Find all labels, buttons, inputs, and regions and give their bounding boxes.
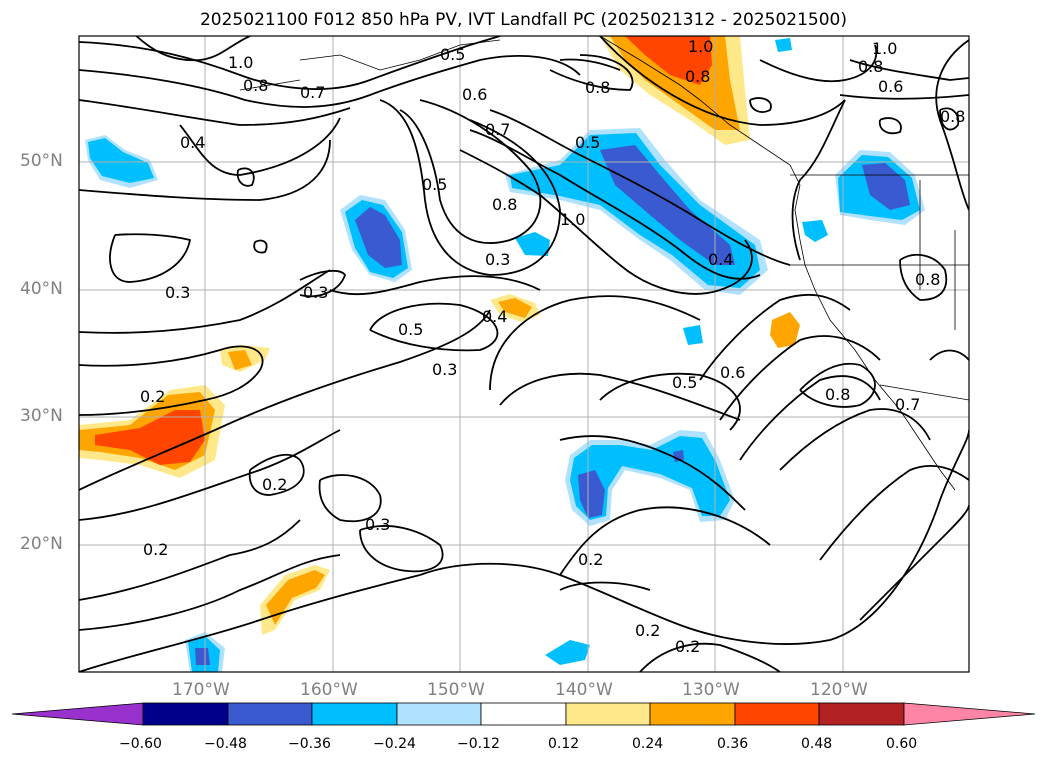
contour-label: 0.2 xyxy=(578,550,603,569)
contour-label: 0.8 xyxy=(940,107,965,126)
contour-label: 0.4 xyxy=(180,133,205,152)
colorbar-tick: 0.48 xyxy=(801,736,833,752)
colorbar-tick: −0.48 xyxy=(204,736,247,752)
contour-label: 1.0 xyxy=(228,53,253,72)
map-title: 2025021100 F012 850 hPa PV, IVT Landfall… xyxy=(199,10,847,30)
colorbar-segment xyxy=(565,702,651,726)
contour-label: 0.2 xyxy=(635,621,660,640)
contour-label: 0.6 xyxy=(462,85,487,104)
contour-label: 0.2 xyxy=(675,637,700,656)
contour-label: 0.8 xyxy=(825,385,850,404)
contour-label: 0.8 xyxy=(685,67,710,86)
contour-label: 0.5 xyxy=(398,320,423,339)
contour-label: 0.3 xyxy=(365,515,390,534)
contour-label: 1.0 xyxy=(560,210,585,229)
colorbar-segment xyxy=(227,702,313,726)
colorbar-segment xyxy=(649,702,736,726)
contour-label: 0.4 xyxy=(708,250,733,269)
contour-label: 0.5 xyxy=(440,45,465,64)
colorbar-segment xyxy=(480,702,567,726)
map-panel: 1.0 0.8 0.7 0.4 0.5 0.6 0.7 0.8 1.0 0.5 … xyxy=(79,36,969,672)
contour-label: 0.3 xyxy=(303,283,328,302)
coastlines xyxy=(239,36,969,491)
contour-label: 0.3 xyxy=(432,360,457,379)
contour-label: 0.2 xyxy=(140,387,165,406)
contour-label: 0.6 xyxy=(720,363,745,382)
colorbar-tick: −0.12 xyxy=(457,736,500,752)
colorbar-segment xyxy=(818,702,905,726)
colorbar xyxy=(11,702,1036,726)
lon-label: 140°W xyxy=(555,680,613,700)
contour-label: 1.0 xyxy=(688,37,713,56)
lon-label: 160°W xyxy=(300,680,358,700)
colorbar-segment xyxy=(142,702,229,726)
contour-label: 0.5 xyxy=(672,373,697,392)
negative-pv-shading xyxy=(85,38,925,672)
contour-label: 0.8 xyxy=(858,57,883,76)
lat-label: 50°N xyxy=(20,151,63,171)
map-frame xyxy=(78,35,970,673)
lat-label: 20°N xyxy=(20,534,63,554)
colorbar-tick: 0.60 xyxy=(886,736,918,752)
contour-label: 0.4 xyxy=(482,307,507,326)
positive-pv-shading xyxy=(79,36,800,635)
lat-label: 40°N xyxy=(20,279,63,299)
contour-label: 0.3 xyxy=(485,250,510,269)
colorbar-extend-high xyxy=(903,702,1036,726)
contours xyxy=(79,36,969,672)
contour-labels: 1.0 0.8 0.7 0.4 0.5 0.6 0.7 0.8 1.0 0.5 … xyxy=(140,37,965,656)
colorbar-tick: 0.12 xyxy=(548,736,580,752)
colorbar-segment xyxy=(734,702,820,726)
lon-label: 150°W xyxy=(427,680,485,700)
colorbar-tick: −0.24 xyxy=(373,736,416,752)
graticule xyxy=(79,36,969,672)
contour-label: 0.3 xyxy=(165,283,190,302)
contour-label: 0.7 xyxy=(300,83,325,102)
colorbar-extend-low xyxy=(11,702,144,726)
lon-label: 120°W xyxy=(810,680,868,700)
contour-label: 0.2 xyxy=(262,475,287,494)
colorbar-tick: −0.36 xyxy=(288,736,331,752)
contour-label: 1.0 xyxy=(872,39,897,58)
colorbar-tick: 0.24 xyxy=(632,736,664,752)
colorbar-tick: −0.60 xyxy=(119,736,162,752)
contour-label: 0.5 xyxy=(422,175,447,194)
contour-label: 0.7 xyxy=(485,120,510,139)
contour-label: 0.8 xyxy=(492,195,517,214)
colorbar-segment xyxy=(396,702,482,726)
contour-label: 0.7 xyxy=(895,395,920,414)
colorbar-segment xyxy=(311,702,398,726)
lon-label: 130°W xyxy=(682,680,740,700)
lat-label: 30°N xyxy=(20,406,63,426)
contour-label: 0.8 xyxy=(585,78,610,97)
contour-label: 0.8 xyxy=(243,76,268,95)
contour-label: 0.6 xyxy=(878,77,903,96)
contour-label: 0.2 xyxy=(143,540,168,559)
colorbar-tick: 0.36 xyxy=(717,736,749,752)
lon-label: 170°W xyxy=(172,680,230,700)
contour-label: 0.5 xyxy=(575,133,600,152)
contour-label: 0.8 xyxy=(915,270,940,289)
